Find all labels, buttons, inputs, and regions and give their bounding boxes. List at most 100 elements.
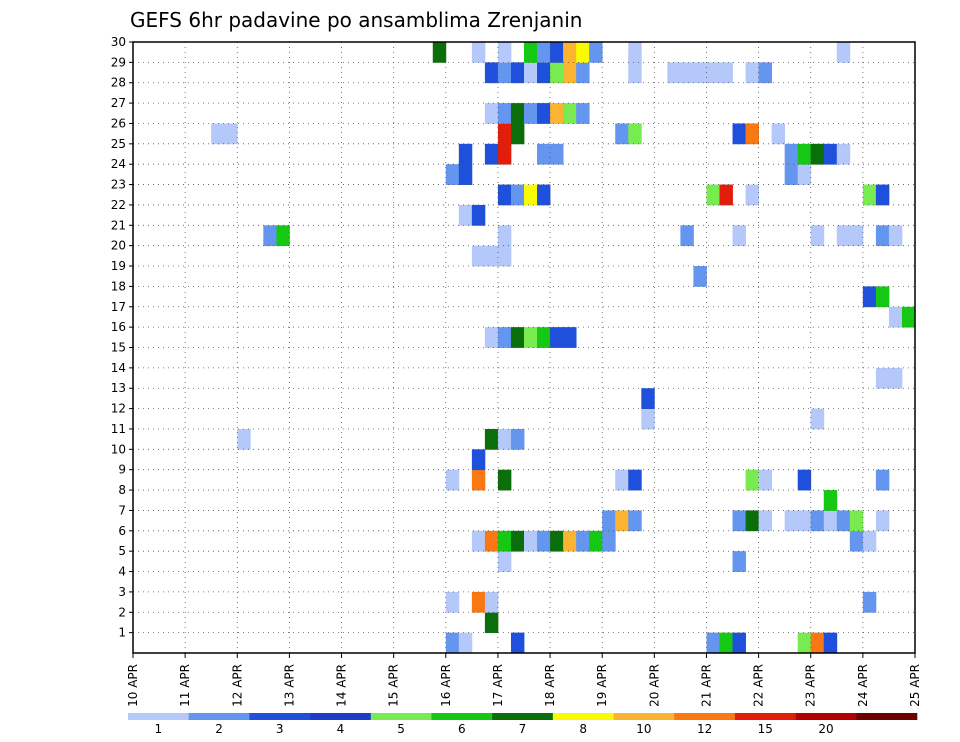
colorbar-label: 12 <box>697 722 712 736</box>
colorbar-swatch <box>310 713 372 720</box>
data-cell <box>602 510 616 532</box>
colorbar-swatch <box>552 713 614 720</box>
data-cell <box>484 143 499 165</box>
plot-frame <box>132 41 916 654</box>
y-tick-label: 30 <box>111 35 126 49</box>
x-tick-label: 20 APR <box>647 664 661 707</box>
data-cell <box>510 632 525 654</box>
data-cell <box>550 143 564 165</box>
data-cell <box>745 510 759 532</box>
x-tick-label: 18 APR <box>543 664 557 707</box>
data-cell <box>537 103 551 124</box>
data-cell <box>484 245 499 267</box>
data-cell <box>484 530 499 552</box>
y-axis: 1234567891011121314151617181920212223242… <box>111 35 133 640</box>
colorbar-legend: 1 2 3 4 5 6 7 8 10 12 15 20 <box>128 713 918 736</box>
data-cell <box>823 143 838 165</box>
data-cell <box>524 184 538 206</box>
data-cell <box>484 103 499 124</box>
data-cell <box>524 327 538 348</box>
data-cell <box>849 225 864 247</box>
data-cell <box>537 530 551 552</box>
y-tick-label: 23 <box>111 178 126 192</box>
data-cell <box>537 143 551 165</box>
data-cell <box>888 225 903 247</box>
data-cell <box>784 143 799 165</box>
colorbar-label: 20 <box>818 722 833 736</box>
grid-lines <box>133 42 915 653</box>
data-cell <box>797 469 812 491</box>
data-cell <box>524 530 538 552</box>
data-cell <box>745 123 759 145</box>
x-tick-label: 22 APR <box>752 664 766 707</box>
colorbar-swatch <box>492 713 554 720</box>
data-cell <box>641 388 655 409</box>
y-tick-label: 2 <box>118 605 126 619</box>
data-cell <box>602 530 616 552</box>
data-cell <box>497 469 512 491</box>
data-cell <box>524 103 538 124</box>
data-cell <box>732 123 746 145</box>
data-cell <box>484 591 499 613</box>
y-tick-label: 16 <box>111 320 126 334</box>
colorbar-swatch <box>188 713 250 720</box>
data-cell <box>823 632 838 654</box>
colorbar-swatch <box>613 713 675 720</box>
data-cell <box>276 225 290 247</box>
data-cell <box>875 225 890 247</box>
data-cell <box>836 225 851 247</box>
y-tick-label: 11 <box>111 422 126 436</box>
y-tick-label: 18 <box>111 279 126 293</box>
data-cell <box>497 225 512 247</box>
data-cell <box>537 42 551 63</box>
data-cell <box>797 510 812 532</box>
x-tick-label: 19 APR <box>595 664 609 707</box>
data-cell <box>550 530 564 552</box>
data-cell <box>458 143 473 165</box>
data-cell <box>563 42 577 63</box>
y-tick-label: 15 <box>111 341 126 355</box>
y-tick-label: 20 <box>111 239 126 253</box>
data-cell <box>497 327 512 348</box>
data-cell <box>875 184 890 206</box>
y-tick-label: 28 <box>111 76 126 90</box>
data-cell <box>758 62 773 84</box>
colorbar-swatch <box>370 713 432 720</box>
data-cell <box>719 184 733 206</box>
data-cell <box>497 551 512 572</box>
x-tick-label: 11 APR <box>178 664 192 707</box>
x-tick-label: 14 APR <box>335 664 349 707</box>
data-cell <box>576 530 590 552</box>
data-cell <box>706 632 720 654</box>
data-cell <box>823 490 838 511</box>
x-tick-label: 23 APR <box>804 664 818 707</box>
y-tick-label: 6 <box>118 524 126 538</box>
data-cell <box>563 530 577 552</box>
data-cell <box>510 123 525 145</box>
y-tick-label: 24 <box>111 157 126 171</box>
x-tick-label: 21 APR <box>699 664 713 707</box>
y-tick-label: 26 <box>111 116 126 130</box>
data-cell <box>615 123 629 145</box>
data-cell <box>628 469 642 491</box>
data-cell <box>484 62 499 84</box>
x-tick-label: 17 APR <box>491 664 505 707</box>
colorbar-swatch <box>856 713 918 720</box>
x-tick-label: 16 APR <box>439 664 453 707</box>
data-cell <box>680 225 694 247</box>
colorbar-label: 5 <box>397 722 405 736</box>
data-cell <box>445 632 460 654</box>
data-cell <box>641 408 655 430</box>
data-cell <box>706 184 720 206</box>
x-tick-label: 13 APR <box>282 664 296 707</box>
data-cells <box>211 42 916 654</box>
data-cell <box>237 428 251 450</box>
data-cell <box>732 632 746 654</box>
data-cell <box>497 143 512 165</box>
data-cell <box>745 62 759 84</box>
data-cell <box>615 510 629 532</box>
colorbar-swatch <box>734 713 796 720</box>
data-cell <box>524 42 538 63</box>
data-cell <box>784 510 799 532</box>
